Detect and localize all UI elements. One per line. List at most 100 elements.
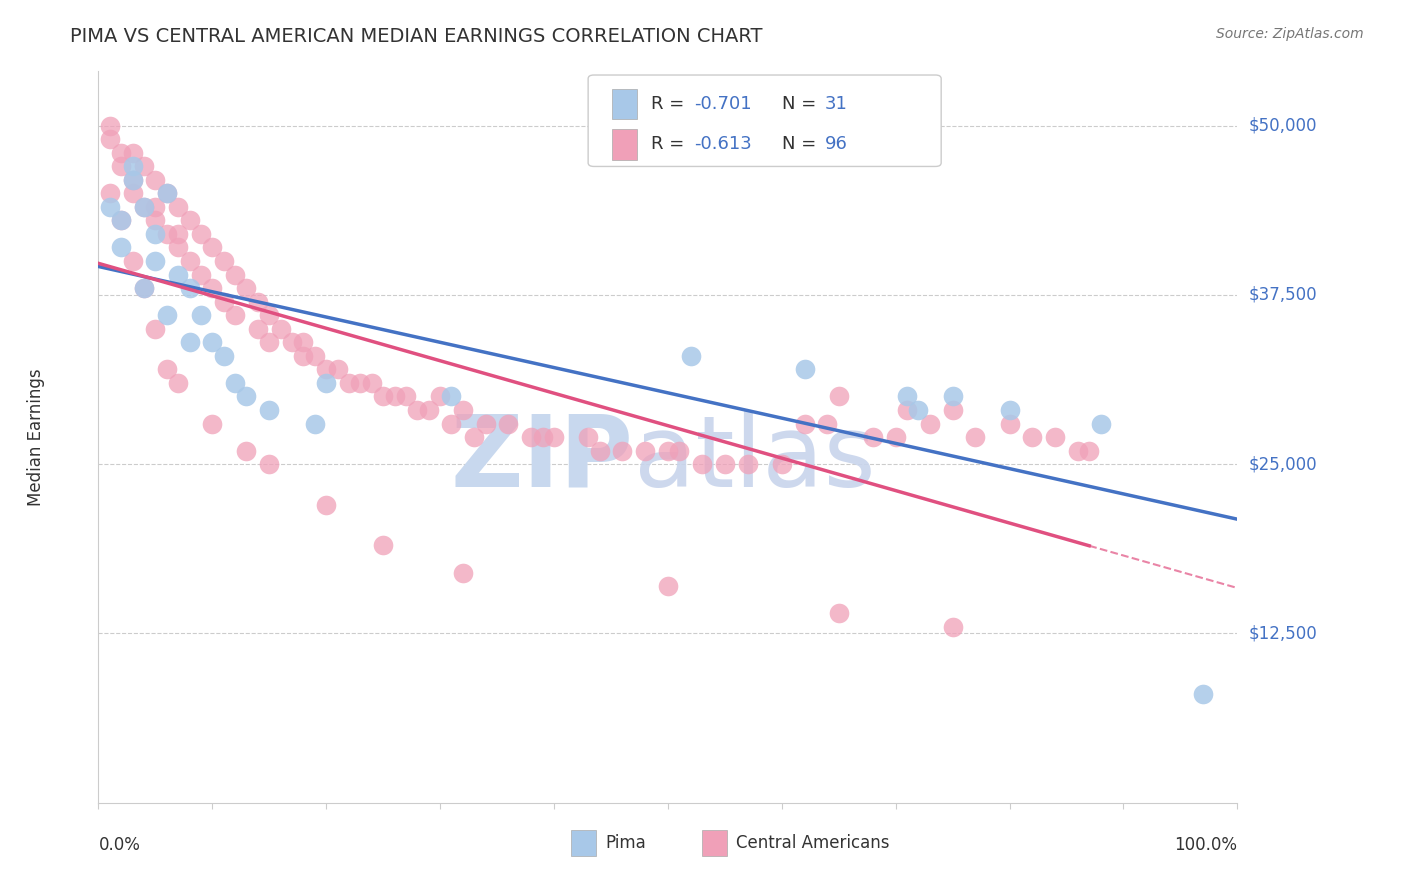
Text: R =: R = bbox=[651, 95, 690, 113]
Point bbox=[349, 376, 371, 390]
Point bbox=[110, 240, 132, 254]
Point bbox=[201, 281, 224, 295]
Point bbox=[270, 322, 292, 336]
Point bbox=[121, 254, 143, 268]
Point bbox=[110, 213, 132, 227]
Point bbox=[384, 389, 406, 403]
Point bbox=[145, 322, 167, 336]
Point bbox=[224, 376, 246, 390]
Point bbox=[121, 172, 143, 186]
Point bbox=[156, 308, 179, 322]
Point bbox=[110, 213, 132, 227]
Point bbox=[451, 403, 474, 417]
Point bbox=[132, 159, 155, 173]
Point bbox=[942, 403, 965, 417]
Point bbox=[224, 308, 246, 322]
Point bbox=[235, 443, 257, 458]
Point bbox=[201, 417, 224, 431]
Point bbox=[156, 362, 179, 376]
Point bbox=[246, 322, 269, 336]
Text: -0.613: -0.613 bbox=[695, 136, 752, 153]
Point bbox=[121, 145, 143, 160]
Point bbox=[451, 566, 474, 580]
Point bbox=[690, 457, 713, 471]
Text: -0.701: -0.701 bbox=[695, 95, 752, 113]
Point bbox=[145, 200, 167, 214]
Point bbox=[815, 417, 838, 431]
Point bbox=[714, 457, 737, 471]
Point bbox=[429, 389, 451, 403]
Point bbox=[918, 417, 941, 431]
Point bbox=[259, 457, 281, 471]
Point bbox=[179, 281, 201, 295]
Point bbox=[98, 132, 121, 146]
Point bbox=[201, 335, 224, 350]
Point bbox=[531, 430, 554, 444]
Text: $25,000: $25,000 bbox=[1249, 455, 1317, 473]
Point bbox=[998, 417, 1021, 431]
Point bbox=[1043, 430, 1066, 444]
Point bbox=[884, 430, 907, 444]
Point bbox=[657, 579, 679, 593]
Point bbox=[406, 403, 429, 417]
Point bbox=[121, 159, 143, 173]
Point bbox=[315, 498, 337, 512]
Bar bbox=[702, 830, 727, 855]
Text: N =: N = bbox=[782, 95, 821, 113]
Point bbox=[315, 362, 337, 376]
Point bbox=[212, 294, 235, 309]
Point bbox=[1090, 417, 1112, 431]
Point bbox=[121, 186, 143, 201]
FancyBboxPatch shape bbox=[588, 75, 941, 167]
Text: Central Americans: Central Americans bbox=[737, 834, 890, 852]
Point bbox=[259, 403, 281, 417]
Point bbox=[156, 227, 179, 241]
Point bbox=[315, 376, 337, 390]
Point bbox=[634, 443, 657, 458]
Text: $37,500: $37,500 bbox=[1249, 285, 1317, 304]
Point bbox=[942, 620, 965, 634]
Bar bbox=[571, 830, 596, 855]
Point bbox=[179, 213, 201, 227]
Point bbox=[395, 389, 418, 403]
Point bbox=[246, 294, 269, 309]
Point bbox=[110, 145, 132, 160]
Point bbox=[259, 308, 281, 322]
Point bbox=[201, 240, 224, 254]
Point bbox=[190, 227, 212, 241]
Point bbox=[907, 403, 929, 417]
Point bbox=[896, 403, 918, 417]
Point bbox=[98, 186, 121, 201]
Point bbox=[292, 335, 315, 350]
Point bbox=[145, 227, 167, 241]
Point bbox=[167, 268, 190, 282]
Point bbox=[235, 281, 257, 295]
Point bbox=[190, 308, 212, 322]
Point bbox=[793, 417, 815, 431]
Text: PIMA VS CENTRAL AMERICAN MEDIAN EARNINGS CORRELATION CHART: PIMA VS CENTRAL AMERICAN MEDIAN EARNINGS… bbox=[70, 27, 763, 45]
Point bbox=[167, 376, 190, 390]
Text: $50,000: $50,000 bbox=[1249, 117, 1317, 135]
Point bbox=[326, 362, 349, 376]
Point bbox=[292, 349, 315, 363]
Point bbox=[474, 417, 496, 431]
Point bbox=[1078, 443, 1101, 458]
Point bbox=[543, 430, 565, 444]
Point bbox=[179, 335, 201, 350]
Point bbox=[588, 443, 610, 458]
Point bbox=[896, 389, 918, 403]
Point bbox=[770, 457, 793, 471]
Point bbox=[862, 430, 884, 444]
Text: 31: 31 bbox=[825, 95, 848, 113]
Point bbox=[167, 227, 190, 241]
Point bbox=[145, 172, 167, 186]
Point bbox=[1067, 443, 1090, 458]
Point bbox=[224, 268, 246, 282]
Point bbox=[463, 430, 485, 444]
Point bbox=[145, 213, 167, 227]
Point bbox=[259, 335, 281, 350]
Point bbox=[371, 389, 394, 403]
Text: R =: R = bbox=[651, 136, 690, 153]
Point bbox=[132, 281, 155, 295]
Text: Source: ZipAtlas.com: Source: ZipAtlas.com bbox=[1216, 27, 1364, 41]
